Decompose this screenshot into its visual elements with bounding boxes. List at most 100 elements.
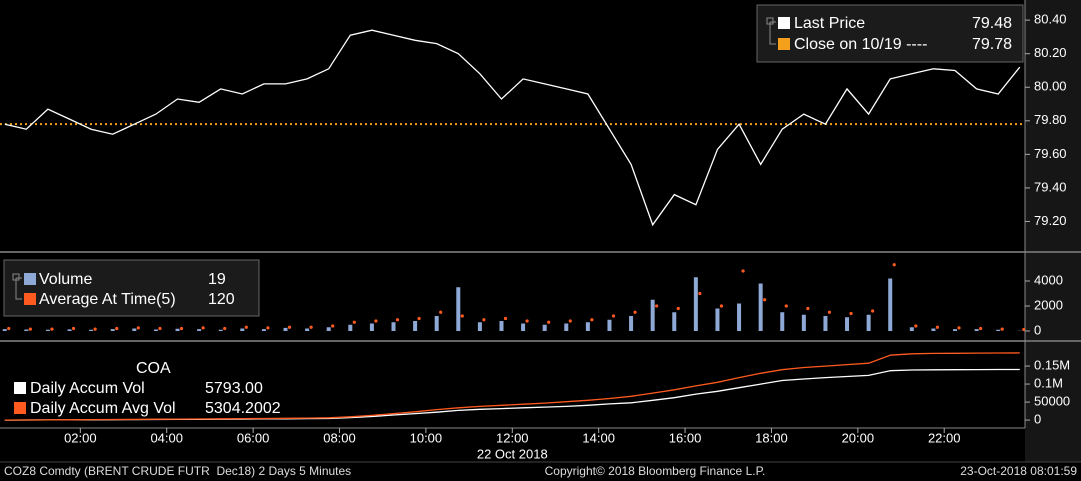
- y-tick-label: 79.80: [1034, 112, 1067, 127]
- volume-bar: [305, 328, 310, 331]
- avg-dot: [784, 304, 788, 308]
- volume-bar: [521, 323, 526, 331]
- avg-dot: [503, 316, 508, 321]
- avg-dot: [439, 310, 443, 314]
- avg-dot: [1022, 327, 1025, 332]
- avg-dot: [611, 314, 616, 318]
- avg-dot: [7, 326, 11, 331]
- volume-bar: [499, 321, 504, 331]
- legend-value: 79.78: [972, 36, 1012, 53]
- legend-swatch: [778, 17, 790, 29]
- volume-bar: [153, 329, 158, 331]
- volume-bar: [758, 283, 763, 331]
- volume-bar: [132, 328, 137, 331]
- volume-bar: [845, 317, 850, 331]
- volume-bar: [866, 314, 871, 331]
- volume-bar: [672, 312, 677, 331]
- avg-dot: [698, 291, 702, 296]
- legend-value: 120: [208, 291, 235, 308]
- x-tick-label: 18:00: [755, 430, 788, 445]
- avg-dot: [935, 325, 940, 329]
- avg-dot: [460, 314, 464, 318]
- series-line: [4, 29, 1021, 227]
- volume-bar: [909, 327, 914, 331]
- volume-bar: [888, 278, 893, 331]
- volume-bar: [629, 316, 634, 331]
- footer-right: 23-Oct-2018 08:01:59: [960, 464, 1077, 478]
- x-tick-label: 06:00: [237, 430, 270, 445]
- volume-bar: [67, 329, 72, 331]
- x-tick-label: 12:00: [496, 430, 529, 445]
- volume-bar: [585, 322, 590, 331]
- volume-bar: [391, 322, 396, 331]
- legend-box: [756, 4, 1024, 63]
- series-line: [4, 352, 1020, 421]
- legend-swatch: [24, 273, 36, 285]
- legend-value: 5304.2002: [205, 400, 281, 417]
- avg-dot: [806, 306, 810, 311]
- volume-bar: [2, 329, 7, 331]
- volume-bar: [542, 324, 547, 331]
- x-tick-label: 10:00: [410, 430, 443, 445]
- legend-label: Close on 10/19 ----: [794, 36, 927, 53]
- avg-dot: [417, 316, 421, 321]
- footer-left: COZ8 Comdty (BRENT CRUDE FUTR Dec18) 2 D…: [4, 464, 351, 478]
- avg-dot: [201, 326, 205, 330]
- y-tick-label: 4000: [1034, 272, 1063, 287]
- legend-label: Last Price: [794, 15, 865, 32]
- panel: [2, 263, 1025, 332]
- avg-dot: [223, 326, 227, 331]
- volume-bar: [261, 329, 266, 331]
- x-tick-label: 04:00: [150, 430, 183, 445]
- legend-box: [3, 259, 260, 317]
- volume-bar: [369, 323, 374, 331]
- marks: 79.20 79.40 79.60 79.80 80.00 80.20 80.40 0 2000…: [0, 12, 1070, 461]
- legend-swatch: [24, 293, 36, 305]
- avg-dot: [71, 326, 76, 331]
- legend-label: Volume: [39, 271, 92, 288]
- volume-bar: [737, 303, 742, 331]
- avg-dot: [655, 304, 659, 308]
- volume-bar: [283, 327, 288, 331]
- avg-dot: [763, 298, 767, 302]
- volume-bar: [974, 329, 979, 331]
- panel-title: COA: [136, 360, 171, 377]
- y-tick-label: 79.40: [1034, 179, 1067, 194]
- legend-toggle: [12, 273, 20, 281]
- y-tick-label: 79.20: [1034, 213, 1067, 228]
- avg-dot: [957, 326, 961, 330]
- volume-bar: [24, 329, 29, 331]
- legend-toggle: [766, 17, 774, 25]
- panel: [0, 29, 1025, 227]
- avg-dot: [482, 318, 486, 322]
- avg-dot: [590, 318, 594, 322]
- y-tick-label: 50000: [1034, 394, 1070, 409]
- volume-bar: [996, 329, 1001, 331]
- legend-value: 79.48: [972, 15, 1012, 32]
- y-tick-label: 80.00: [1034, 79, 1067, 94]
- volume-bar: [780, 312, 785, 331]
- volume-bar: [413, 321, 418, 331]
- avg-dot: [979, 326, 983, 331]
- panel: [4, 352, 1020, 421]
- legend-swatch: [14, 402, 26, 414]
- avg-dot: [1000, 327, 1004, 331]
- volume-bar: [715, 308, 720, 331]
- volume-bar: [218, 329, 223, 331]
- volume-bar: [175, 328, 180, 331]
- avg-dot: [331, 324, 335, 328]
- avg-dot: [892, 263, 896, 267]
- volume-bar: [823, 316, 828, 331]
- legend-label: Daily Accum Vol: [30, 380, 145, 397]
- x-tick-label: 22:00: [928, 430, 961, 445]
- volume-bar: [693, 277, 698, 331]
- avg-dot: [244, 325, 248, 329]
- legend-value: 19: [208, 271, 226, 288]
- avg-dot: [158, 326, 162, 331]
- legend-label: Average At Time(5): [39, 291, 176, 308]
- avg-dot: [309, 325, 313, 329]
- avg-dot: [633, 310, 637, 314]
- legend-swatch: [14, 382, 26, 394]
